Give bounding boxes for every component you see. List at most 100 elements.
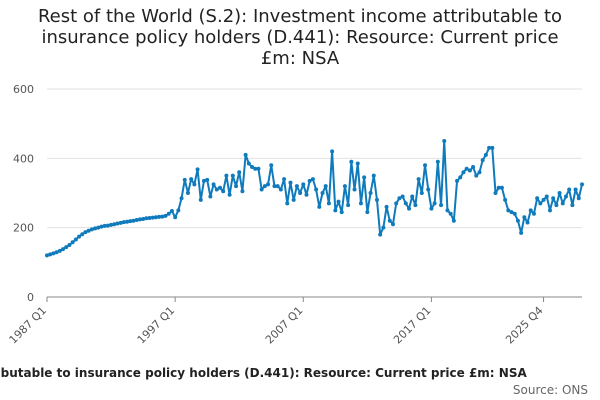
- data-point: [512, 211, 517, 216]
- data-point: [192, 182, 197, 187]
- data-point: [269, 163, 274, 168]
- data-point: [480, 158, 485, 163]
- data-point: [240, 189, 245, 194]
- data-point: [227, 192, 232, 197]
- data-point: [333, 208, 338, 213]
- data-point: [576, 196, 581, 201]
- data-point: [397, 196, 402, 201]
- x-tick-label: 2025 Q4: [503, 304, 546, 347]
- data-point: [64, 245, 69, 250]
- data-point: [195, 167, 200, 172]
- data-point: [153, 215, 158, 220]
- data-point: [487, 145, 492, 150]
- data-point: [570, 203, 575, 208]
- data-point: [77, 234, 82, 239]
- data-point: [121, 220, 126, 225]
- data-point: [105, 223, 110, 228]
- data-point: [211, 182, 216, 187]
- data-point: [528, 208, 533, 213]
- data-point: [310, 177, 315, 182]
- data-point: [314, 187, 319, 192]
- data-point: [573, 187, 578, 192]
- data-point: [445, 208, 450, 213]
- data-point: [394, 201, 399, 206]
- data-point: [419, 191, 424, 195]
- x-axis-ticks: 1987 Q1 1997 Q1 2007 Q1 2017 Q1 2025 Q4: [7, 297, 546, 346]
- data-point: [317, 204, 322, 209]
- chart-title-line-1: Rest of the World (S.2): Investment inco…: [37, 6, 563, 27]
- data-point: [499, 185, 504, 190]
- data-point: [381, 225, 386, 230]
- data-point: [301, 182, 306, 187]
- data-point: [237, 170, 242, 175]
- data-point: [342, 184, 347, 189]
- data-point: [157, 214, 162, 219]
- data-point: [410, 194, 415, 199]
- source-note: Source: ONS: [512, 383, 588, 397]
- data-point: [496, 185, 501, 190]
- data-point: [400, 194, 405, 199]
- data-point: [112, 222, 117, 227]
- x-tick-label: 2007 Q1: [263, 304, 306, 347]
- data-point: [358, 201, 363, 206]
- data-point: [45, 253, 49, 258]
- data-point: [201, 178, 206, 183]
- data-point: [403, 201, 408, 206]
- data-point: [294, 184, 299, 189]
- data-point: [272, 184, 277, 189]
- grid-lines: [47, 88, 582, 229]
- data-point: [525, 220, 530, 225]
- data-point: [378, 232, 383, 237]
- data-point: [471, 165, 476, 169]
- data-point: [230, 173, 235, 178]
- data-point: [179, 196, 184, 201]
- data-point: [368, 191, 373, 195]
- data-point: [163, 213, 168, 218]
- data-point: [141, 217, 146, 221]
- data-point: [205, 177, 210, 182]
- data-point: [474, 173, 479, 178]
- data-point: [371, 173, 376, 178]
- data-point: [374, 197, 379, 202]
- data-point: [115, 221, 120, 226]
- chart-title-line-2: insurance policy holders (D.441): Resour…: [41, 27, 559, 48]
- data-point: [137, 217, 142, 222]
- data-point: [250, 165, 255, 169]
- data-point: [147, 215, 152, 220]
- data-point: [365, 210, 370, 215]
- x-tick-label: 1997 Q1: [135, 304, 178, 347]
- data-point: [73, 237, 78, 242]
- data-point: [259, 187, 264, 192]
- data-point: [541, 197, 546, 202]
- data-point: [288, 180, 293, 185]
- data-point: [198, 197, 203, 202]
- data-point: [298, 191, 303, 195]
- data-point: [307, 178, 312, 183]
- data-point: [102, 223, 107, 228]
- data-point: [544, 194, 549, 199]
- data-point: [214, 187, 219, 192]
- data-point: [336, 199, 341, 204]
- data-point: [83, 230, 88, 235]
- data-point: [407, 206, 412, 211]
- data-point: [89, 227, 94, 232]
- data-point: [182, 177, 187, 182]
- data-point: [160, 214, 165, 219]
- data-point: [557, 191, 562, 195]
- data-point: [522, 215, 527, 220]
- data-point: [426, 187, 431, 192]
- data-point: [503, 197, 508, 202]
- data-point: [547, 208, 552, 213]
- data-point: [128, 219, 133, 224]
- data-point: [448, 211, 453, 216]
- data-point: [451, 218, 456, 223]
- data-point: [86, 228, 91, 233]
- data-point: [93, 226, 98, 231]
- data-point: [166, 211, 171, 216]
- data-point: [535, 196, 540, 201]
- data-point: [563, 194, 568, 199]
- y-tick-label: 400: [13, 152, 34, 165]
- data-point: [346, 203, 351, 208]
- data-point: [96, 225, 101, 230]
